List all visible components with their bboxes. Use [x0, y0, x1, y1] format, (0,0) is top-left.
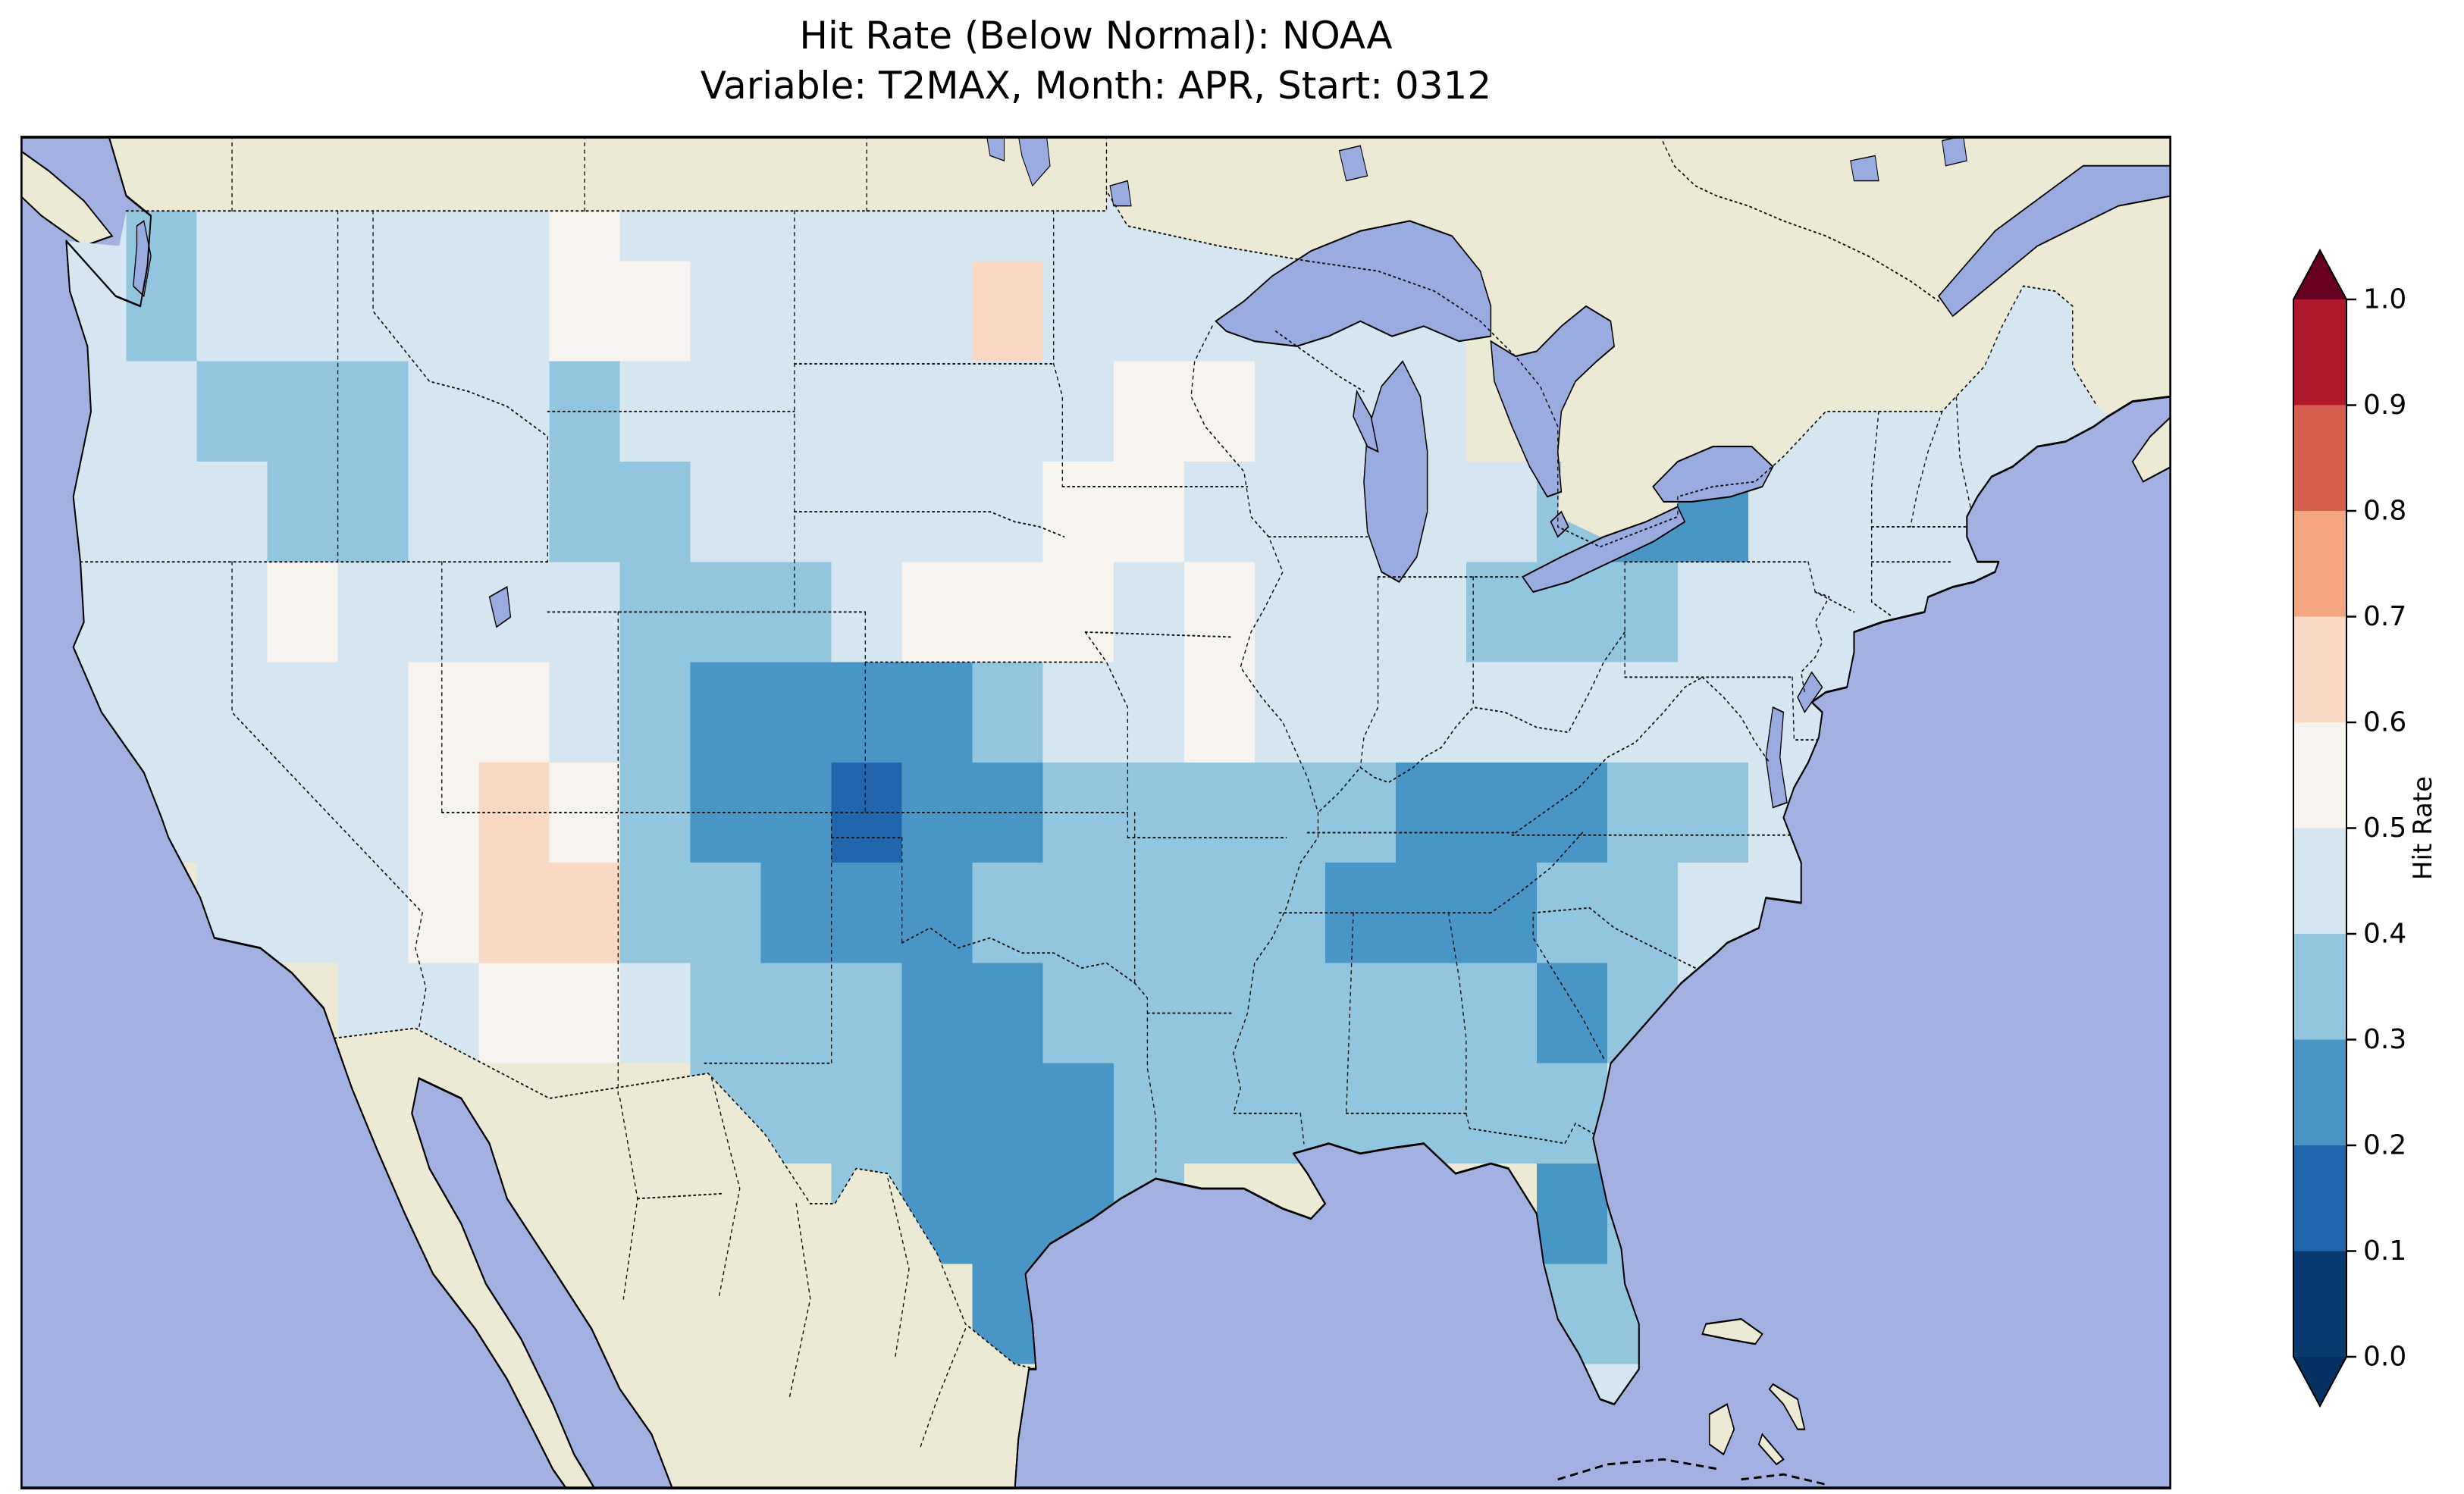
island: [20, 149, 114, 247]
island-coastline: [1741, 1473, 1826, 1486]
colorbar-svg: 1.0 0.9 0.8 0.7 0.6 0.5 0.4 0.3 0.2 0.1 0.0 Hit Rat…: [2293, 248, 2438, 1408]
lake: [986, 136, 1005, 162]
colorbar-tick-label: 0.7: [2363, 601, 2406, 632]
lake: [1338, 145, 1368, 182]
bay: [133, 220, 152, 298]
state-borders: [80, 136, 2099, 1451]
colorbar-tick-label: 0.9: [2363, 390, 2406, 421]
great-lake: [1215, 220, 1492, 347]
lake: [1109, 180, 1132, 207]
coastline: [65, 136, 2171, 1489]
bay: [1797, 671, 1823, 714]
bay: [488, 586, 512, 628]
great-lake: [1490, 305, 1616, 498]
lake: [1942, 136, 1967, 167]
colorbar: 1.0 0.9 0.8 0.7 0.6 0.5 0.4 0.3 0.2 0.1 0.0 Hit Rat…: [2256, 227, 2464, 1440]
great-lake: [1652, 446, 1774, 503]
map-svg: [20, 136, 2171, 1489]
chart-title-line1: Hit Rate (Below Normal): NOAA: [799, 14, 1393, 58]
chart-title-line2: Variable: T2MAX, Month: APR, Start: 0312: [700, 64, 1492, 108]
island: [1708, 1403, 1735, 1456]
island: [1768, 1383, 1806, 1430]
colorbar-tick-label: 0.5: [2363, 813, 2406, 844]
chart-title: Hit Rate (Below Normal): NOAA Variable: …: [20, 11, 2171, 111]
great-lake: [1353, 389, 1379, 453]
colorbar-tick-label: 0.2: [2363, 1130, 2406, 1161]
colorbar-tick-label: 0.3: [2363, 1024, 2406, 1055]
bay: [1765, 706, 1788, 809]
colorbar-axis-label: Hit Rate: [2408, 776, 2438, 880]
map-canvas: [20, 136, 2171, 1489]
colorbar-tick-label: 0.6: [2363, 707, 2406, 738]
lake: [1850, 155, 1879, 182]
colorbar-tick-label: 1.0: [2363, 284, 2406, 315]
island-coastline: [1557, 1458, 1720, 1481]
great-lake: [1521, 506, 1686, 594]
colorbar-tick-label: 0.1: [2363, 1236, 2406, 1267]
island: [1701, 1317, 1763, 1345]
colorbar-tick-label: 0.0: [2363, 1342, 2406, 1373]
island: [2131, 415, 2171, 483]
island: [1757, 1433, 1785, 1466]
lake: [1017, 136, 1051, 187]
st-lawrence-river: [1938, 164, 2171, 318]
great-lake: [1550, 510, 1569, 538]
colorbar-tick-label: 0.4: [2363, 919, 2406, 950]
colorbar-tick-label: 0.8: [2363, 496, 2406, 527]
map-frame: [20, 136, 2171, 1489]
